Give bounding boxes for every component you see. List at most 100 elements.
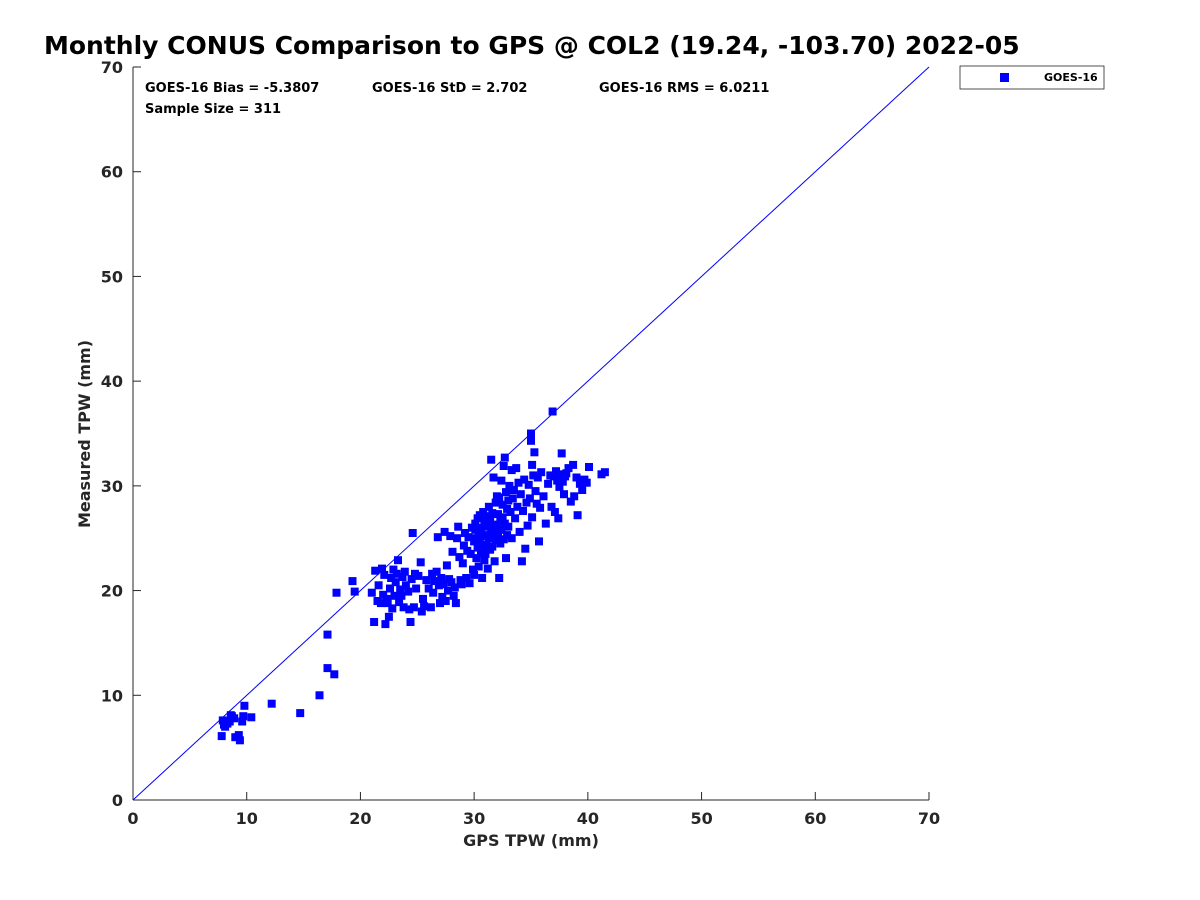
data-point bbox=[438, 592, 447, 601]
data-point bbox=[400, 567, 409, 576]
data-point bbox=[531, 487, 540, 496]
data-point bbox=[499, 535, 508, 544]
data-point bbox=[457, 580, 466, 589]
data-point bbox=[474, 562, 483, 571]
data-point bbox=[330, 670, 339, 679]
data-point bbox=[247, 713, 256, 722]
data-point bbox=[552, 467, 560, 476]
data-point bbox=[502, 554, 510, 563]
legend: GOES-16 bbox=[959, 65, 1105, 90]
data-point bbox=[218, 716, 227, 725]
y-tick-label: 60 bbox=[101, 163, 123, 182]
data-point bbox=[267, 699, 276, 708]
x-tick-label: 70 bbox=[918, 809, 940, 828]
legend-label: GOES-16 bbox=[1044, 71, 1098, 84]
data-point bbox=[315, 691, 324, 700]
data-point bbox=[480, 556, 489, 565]
data-point bbox=[562, 469, 571, 478]
data-point bbox=[428, 569, 437, 578]
data-point bbox=[549, 472, 558, 481]
x-tick-label: 30 bbox=[463, 809, 485, 828]
legend-box bbox=[959, 65, 1105, 90]
y-axis-label: Measured TPW (mm) bbox=[75, 340, 94, 528]
data-point bbox=[491, 498, 500, 507]
data-point bbox=[553, 476, 562, 485]
data-point bbox=[404, 587, 413, 596]
data-point bbox=[406, 618, 415, 626]
data-point bbox=[436, 599, 444, 608]
data-point bbox=[519, 507, 527, 515]
legend-marker bbox=[1000, 73, 1009, 82]
data-point bbox=[382, 594, 391, 603]
data-point bbox=[323, 664, 332, 673]
data-point bbox=[500, 453, 509, 462]
data-point bbox=[489, 529, 498, 537]
data-point bbox=[455, 553, 464, 562]
data-point bbox=[511, 514, 520, 523]
data-point bbox=[527, 429, 535, 438]
data-point bbox=[520, 475, 529, 484]
data-point bbox=[448, 547, 457, 556]
data-point bbox=[323, 630, 332, 639]
plot-area: 0 10 20 30 40 50 60 70 0 10 20 30 40 50 60 70 bbox=[101, 58, 940, 828]
data-point bbox=[522, 498, 531, 507]
data-point bbox=[479, 544, 488, 553]
y-tick-label: 0 bbox=[112, 791, 123, 810]
data-point bbox=[556, 470, 565, 479]
chart-title: Monthly CONUS Comparison to GPS @ COL2 (… bbox=[44, 31, 1020, 60]
x-ticks: 0 10 20 30 40 50 60 70 bbox=[127, 792, 940, 828]
data-point bbox=[528, 460, 537, 469]
data-point bbox=[472, 534, 481, 543]
data-point bbox=[483, 522, 492, 531]
data-point bbox=[444, 586, 452, 595]
data-point bbox=[422, 576, 431, 585]
data-point bbox=[600, 468, 609, 477]
data-point bbox=[513, 502, 522, 511]
data-point bbox=[419, 594, 427, 603]
data-point bbox=[453, 534, 462, 543]
data-point bbox=[240, 701, 249, 710]
y-tick-label: 10 bbox=[101, 686, 123, 705]
data-point bbox=[492, 523, 501, 532]
data-point bbox=[487, 455, 496, 464]
data-point bbox=[370, 618, 379, 626]
bias-annotation: GOES-16 Bias = -5.3807 bbox=[145, 81, 319, 96]
data-point bbox=[482, 540, 491, 549]
data-point bbox=[573, 511, 582, 520]
data-point bbox=[508, 494, 517, 503]
data-point bbox=[429, 588, 438, 597]
data-point bbox=[408, 529, 417, 537]
data-point bbox=[521, 544, 530, 553]
y-tick-label: 20 bbox=[101, 582, 123, 601]
data-point bbox=[381, 620, 390, 629]
data-point bbox=[469, 565, 477, 574]
data-point bbox=[478, 574, 487, 582]
data-point bbox=[536, 503, 545, 512]
data-point bbox=[488, 542, 497, 551]
data-point bbox=[461, 529, 469, 537]
data-point bbox=[507, 534, 516, 543]
x-axis-label: GPS TPW (mm) bbox=[463, 831, 599, 850]
data-point bbox=[481, 549, 490, 558]
data-point bbox=[446, 532, 455, 541]
data-point bbox=[475, 538, 484, 547]
data-point bbox=[414, 571, 423, 580]
data-point bbox=[380, 570, 389, 579]
x-tick-label: 40 bbox=[577, 809, 599, 828]
data-point bbox=[391, 578, 400, 587]
data-point bbox=[558, 477, 567, 486]
y-tick-label: 70 bbox=[101, 58, 123, 77]
data-point bbox=[376, 599, 385, 608]
data-point bbox=[495, 574, 504, 582]
data-point bbox=[560, 490, 568, 499]
data-point bbox=[503, 531, 512, 540]
data-point bbox=[367, 588, 376, 597]
data-point bbox=[514, 478, 523, 487]
data-point bbox=[420, 602, 429, 611]
data-point bbox=[477, 548, 485, 557]
data-point bbox=[388, 604, 397, 613]
data-point bbox=[394, 556, 402, 565]
data-point bbox=[494, 533, 502, 542]
y-tick-label: 50 bbox=[101, 267, 123, 286]
